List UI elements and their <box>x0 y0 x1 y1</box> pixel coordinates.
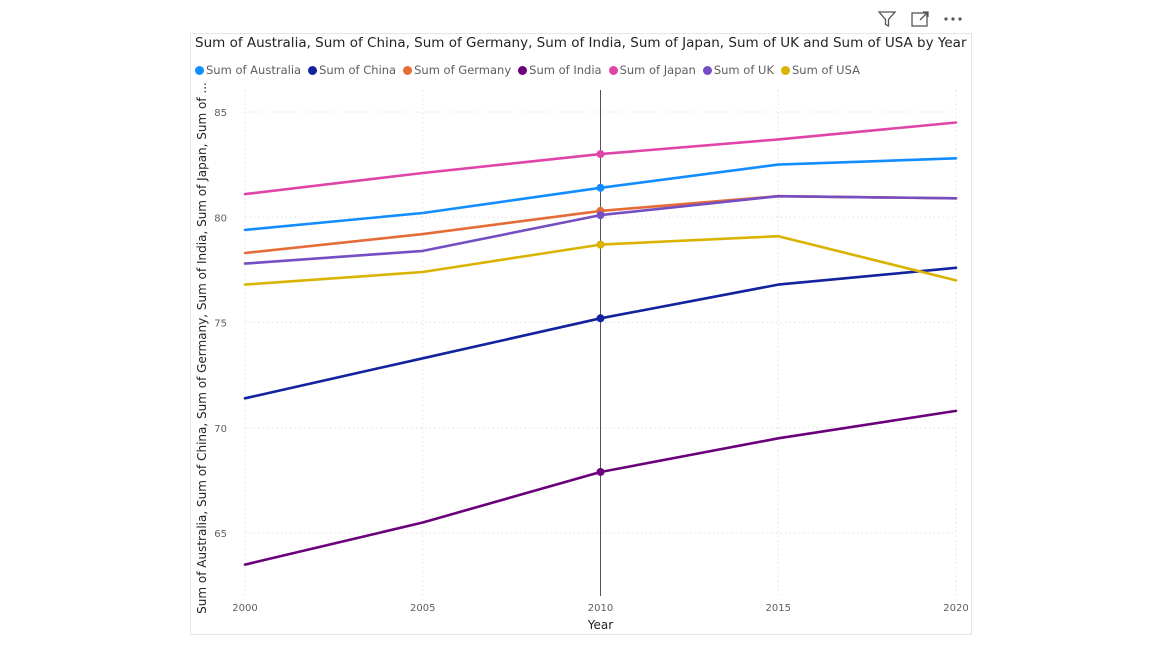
y-tick-label: 70 <box>214 424 227 435</box>
x-tick-label: 2020 <box>943 603 968 614</box>
visual-header <box>876 8 966 30</box>
chart-legend: Sum of Australia Sum of China Sum of Germa… <box>195 63 860 77</box>
data-point-sum-of-uk <box>596 211 605 220</box>
legend-item-sum-of-australia[interactable]: Sum of Australia <box>195 63 301 77</box>
legend-marker <box>518 65 528 75</box>
y-tick-label: 75 <box>214 319 227 330</box>
y-tick-label: 80 <box>214 213 227 224</box>
y-tick-label: 65 <box>214 529 227 540</box>
legend-label: Sum of Australia <box>206 63 302 77</box>
data-point-sum-of-usa <box>596 240 605 249</box>
legend-label: Sum of Germany <box>414 63 512 77</box>
legend-item-sum-of-japan[interactable]: Sum of Japan <box>608 63 696 77</box>
legend-item-sum-of-uk[interactable]: Sum of UK <box>702 63 774 77</box>
y-tick-label: 85 <box>214 108 227 119</box>
filter-icon[interactable] <box>876 8 898 30</box>
x-tick-label: 2010 <box>588 603 613 614</box>
legend-item-sum-of-usa[interactable]: Sum of USA <box>781 63 860 77</box>
data-point-sum-of-india <box>596 467 605 476</box>
focus-mode-icon[interactable] <box>909 8 931 30</box>
data-point-sum-of-china <box>596 314 605 323</box>
legend-marker <box>781 65 790 75</box>
legend-marker <box>195 65 204 75</box>
legend-label: Sum of India <box>529 63 602 77</box>
legend-label: Sum of USA <box>792 63 860 77</box>
y-axis-title: Sum of Australia, Sum of China, Sum of G… <box>195 82 209 614</box>
chart-title: Sum of Australia, Sum of China, Sum of G… <box>195 35 967 51</box>
legend-item-sum-of-germany[interactable]: Sum of Germany <box>403 63 511 77</box>
data-point-sum-of-australia <box>596 183 605 192</box>
x-tick-label: 2000 <box>232 603 257 614</box>
legend-marker <box>702 65 712 75</box>
x-tick-label: 2015 <box>766 603 791 614</box>
legend-item-sum-of-india[interactable]: Sum of India <box>518 63 602 77</box>
legend-marker <box>308 65 318 75</box>
more-options-icon[interactable] <box>942 8 964 30</box>
legend-marker <box>608 65 618 75</box>
x-tick-label: 2005 <box>410 603 435 614</box>
legend-label: Sum of Japan <box>619 63 696 77</box>
legend-label: Sum of China <box>319 63 397 77</box>
data-point-sum-of-japan <box>596 150 605 159</box>
legend-marker <box>403 65 413 75</box>
legend-label: Sum of UK <box>713 63 774 77</box>
legend-item-sum-of-china[interactable]: Sum of China <box>308 63 396 77</box>
x-axis-title: Year <box>587 618 613 632</box>
